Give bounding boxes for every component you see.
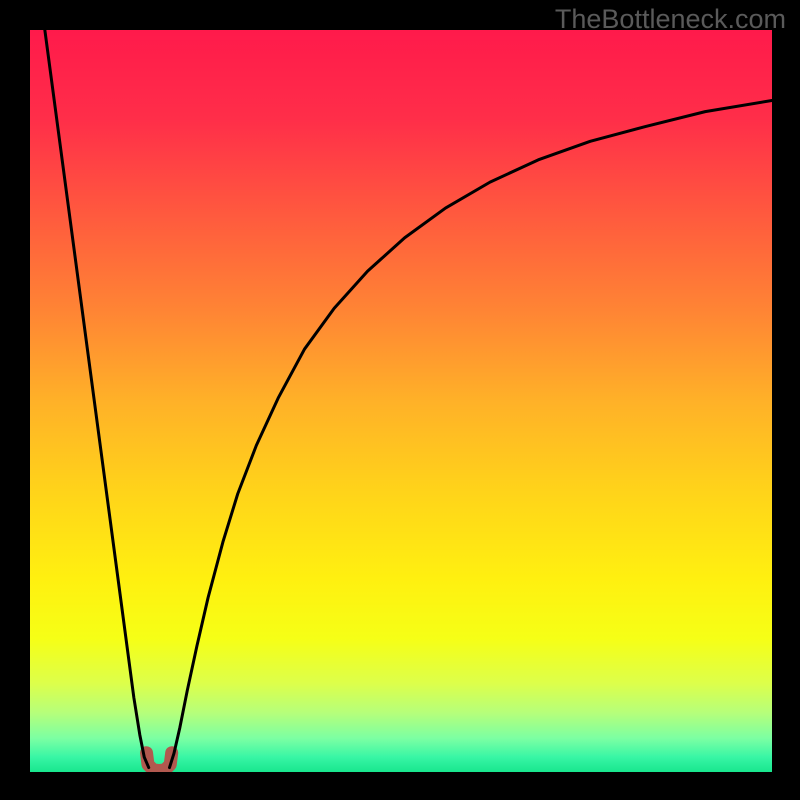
gradient-background [30,30,772,772]
chart-frame: TheBottleneck.com [0,0,800,800]
watermark-text: TheBottleneck.com [555,4,786,35]
bottleneck-chart [30,30,772,772]
